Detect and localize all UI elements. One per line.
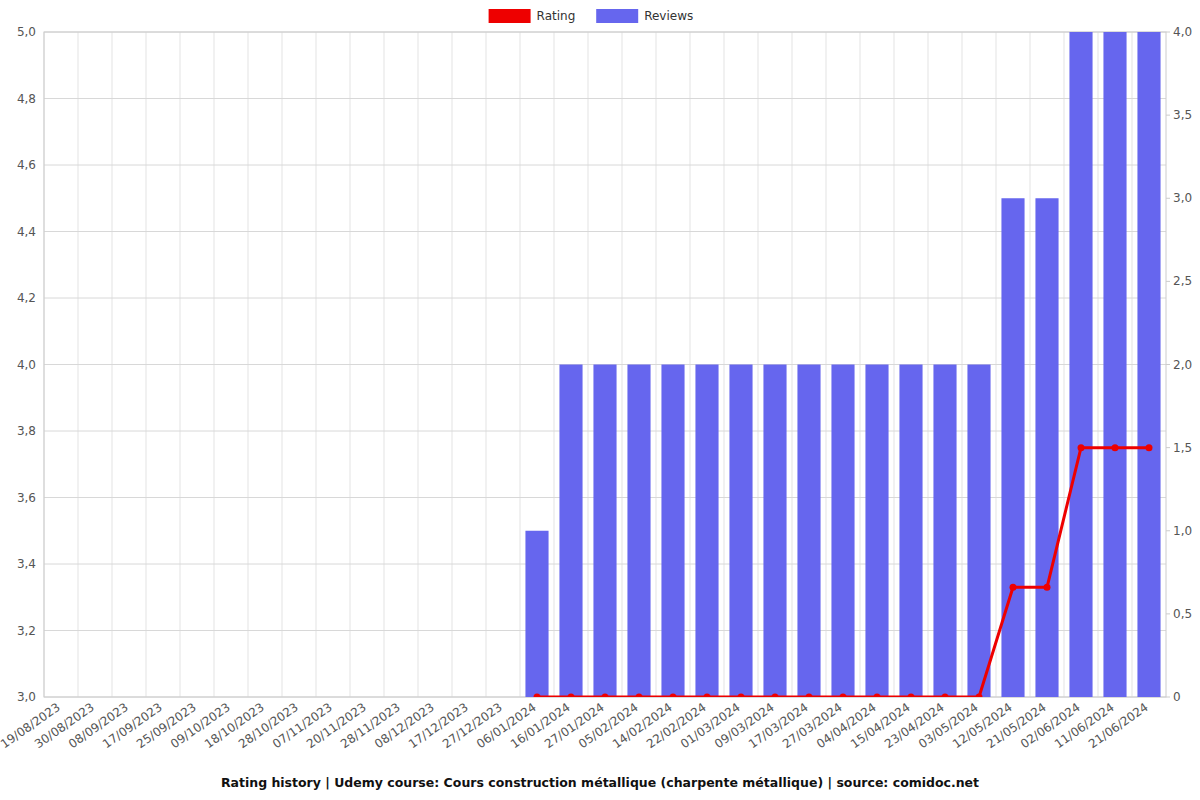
point: [1078, 444, 1085, 451]
legend-label: Rating: [537, 9, 576, 23]
y-tick-label: 4,2: [17, 291, 36, 305]
y2-tick: [1166, 613, 1170, 614]
plot-frame: [44, 32, 1166, 697]
point: [772, 694, 779, 698]
y-grid-line: [44, 165, 1166, 166]
grid: [44, 32, 1166, 697]
plot-area: [525, 32, 1160, 697]
y-tick-label: 5,0: [17, 25, 36, 39]
point: [908, 694, 915, 698]
y2-tick: [1166, 281, 1170, 282]
point: [602, 694, 609, 698]
y-tick-label: 4,6: [17, 158, 36, 172]
y-grid-line: [44, 98, 1166, 99]
bar: [1103, 32, 1126, 697]
point: [874, 694, 881, 698]
bar-series: [525, 32, 1160, 697]
y2-tick: [1166, 32, 1170, 33]
line-series: [534, 444, 1153, 697]
x-tick-label: 21/06/2024: [1086, 700, 1151, 751]
legend-swatch: [489, 9, 531, 23]
title: Rating history | Udemy course: Cours con…: [221, 775, 979, 790]
bar: [967, 365, 990, 698]
bar: [559, 365, 582, 698]
point: [738, 694, 745, 698]
bar: [1001, 198, 1024, 697]
y2-tick-label: 0,5: [1173, 607, 1192, 621]
axes: 3,0 3,2 3,4 3,6 3,8 4,0 4,2 4,4 4,6 4,8 5,0 0 0,5 1,0…: [0, 25, 1192, 751]
y-tick-label: 3,4: [17, 557, 36, 571]
y-tick-label: 3,8: [17, 424, 36, 438]
bar: [661, 365, 684, 698]
y2-tick: [1166, 447, 1170, 448]
y-grid-line: [44, 298, 1166, 299]
bar: [525, 531, 548, 697]
point: [1010, 584, 1017, 591]
y-tick-label: 4,4: [17, 225, 36, 239]
y-tick-label: 3,2: [17, 624, 36, 638]
bar: [627, 365, 650, 698]
y2-tick: [1166, 364, 1170, 365]
y-tick-label: 4,8: [17, 92, 36, 106]
point: [942, 694, 949, 698]
y-grid-line: [44, 231, 1166, 232]
bar: [933, 365, 956, 698]
point: [1112, 444, 1119, 451]
y2-tick-label: 3,5: [1173, 108, 1192, 122]
legend-label: Reviews: [644, 9, 693, 23]
legend: Rating Reviews: [489, 9, 694, 23]
point: [976, 694, 983, 698]
point: [840, 694, 847, 698]
bar: [899, 365, 922, 698]
y2-tick-label: 4,0: [1173, 25, 1192, 39]
line: [537, 448, 1149, 697]
point: [568, 694, 575, 698]
y2-tick-label: 1,0: [1173, 524, 1192, 538]
point: [704, 694, 711, 698]
bar: [729, 365, 752, 698]
y-tick-label: 3,0: [17, 690, 36, 704]
bar: [865, 365, 888, 698]
bar: [763, 365, 786, 698]
point: [1146, 444, 1153, 451]
y2-tick-label: 0: [1173, 690, 1181, 704]
y2-tick: [1166, 697, 1170, 698]
point: [534, 694, 541, 698]
y2-tick: [1166, 530, 1170, 531]
y2-tick-label: 3,0: [1173, 191, 1192, 205]
bar: [1137, 32, 1160, 697]
bar: [1035, 198, 1058, 697]
y-tick-label: 3,6: [17, 491, 36, 505]
bar: [695, 365, 718, 698]
y2-tick-label: 2,0: [1173, 358, 1192, 372]
point: [670, 694, 677, 698]
bar: [593, 365, 616, 698]
point: [806, 694, 813, 698]
y2-tick: [1166, 115, 1170, 116]
bar: [1069, 32, 1092, 697]
point: [1044, 584, 1051, 591]
y2-tick-label: 1,5: [1173, 441, 1192, 455]
point: [636, 694, 643, 698]
y2-tick: [1166, 198, 1170, 199]
legend-swatch: [596, 9, 638, 23]
y2-tick-label: 2,5: [1173, 274, 1192, 288]
chart: 3,0 3,2 3,4 3,6 3,8 4,0 4,2 4,4 4,6 4,8 5,0 0 0,5 1,0…: [0, 0, 1200, 800]
bar: [797, 365, 820, 698]
y-tick-label: 4,0: [17, 358, 36, 372]
bar: [831, 365, 854, 698]
